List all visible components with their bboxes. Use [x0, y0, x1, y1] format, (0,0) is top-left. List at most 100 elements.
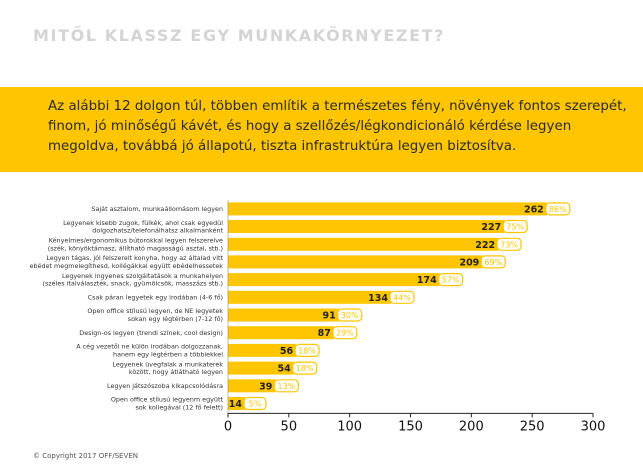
- bar: [228, 397, 245, 410]
- x-tick-label: 50: [281, 419, 298, 434]
- category-label-line: Legyenek kisebb zugok, fülkék, ahol csak…: [63, 219, 223, 227]
- category-label: Legyenek kisebb zugok, fülkék, ahol csak…: [63, 219, 223, 235]
- value-label: 134: [368, 293, 388, 304]
- category-label: A cég vezetői ne külön irodában dolgozza…: [76, 342, 223, 359]
- value-label: 39: [259, 381, 272, 392]
- intro-banner: [0, 87, 643, 172]
- category-label: Design-os legyen (trendi színek, cool de…: [79, 329, 223, 337]
- bar: [228, 326, 334, 340]
- percent-label: 86%: [549, 205, 567, 214]
- bar-row: Legyenek üvegfalak a munkaterek között, h…: [112, 360, 318, 376]
- value-label: 174: [417, 275, 437, 286]
- category-label-line: sokan egy légtérben (7-12 fő): [128, 314, 223, 323]
- bar-chart: Saját asztalom, munkaállomásom legyen 262…: [30, 200, 606, 434]
- bar: [228, 273, 440, 287]
- category-label: Legyenek üvegfalak a munkaterek között, h…: [112, 360, 223, 376]
- category-label-line: (széles italválaszték, snack, gyümölcsök…: [42, 280, 223, 288]
- percent-pill: [502, 219, 528, 234]
- bar: [228, 361, 294, 375]
- percent-pill: [332, 326, 358, 340]
- category-label-line: A cég vezetői ne külön irodában dolgozza…: [76, 342, 223, 351]
- percent-label: 44%: [393, 293, 411, 302]
- category-label-line: Legyen játszószoba kikapcsolódásra: [107, 382, 223, 390]
- x-axis: 0 50 100 150 200 250 300: [224, 200, 606, 434]
- percent-pill: [389, 290, 415, 304]
- percent-label: 30%: [341, 311, 359, 320]
- category-label-line: Open office stílusú legyenm együtt: [111, 396, 224, 404]
- bar-row: Design-os legyen (trendi színek, cool de…: [79, 326, 358, 340]
- percent-pill: [294, 343, 320, 357]
- category-label-line: Csak páran legyetek egy irodában (4-6 fő…: [88, 293, 223, 302]
- category-label-line: dolgozhatsz/telefonálhatsz alkalmanként: [92, 227, 223, 235]
- percent-pill: [292, 361, 318, 375]
- category-label-line: Legyen tágas, jól felszerelt konyha, hog…: [46, 254, 223, 262]
- category-label-line: Design-os legyen (trendi színek, cool de…: [79, 329, 223, 337]
- bar-row: Csak páran legyetek egy irodában (4-6 fő…: [88, 290, 415, 304]
- bar: [228, 220, 505, 233]
- percent-label: 69%: [484, 258, 502, 267]
- percent-label: 18%: [298, 346, 316, 355]
- category-label-line: között, hogy átlátható legyen: [129, 368, 223, 376]
- category-label-line: sok kollegával (12 fő felett): [135, 403, 223, 412]
- bar: [228, 290, 391, 304]
- percent-pill: [438, 272, 464, 287]
- bar-row: Legyenek kisebb zugok, fülkék, ahol csak…: [63, 219, 528, 235]
- bar-row: Kényelmes/ergonomikus bútorokkal legyen …: [48, 237, 522, 253]
- value-label: 54: [277, 364, 291, 375]
- bar-row: Legyenek ingyenes szolgáltatások a munka…: [42, 272, 464, 288]
- value-label: 227: [481, 222, 501, 233]
- category-label: Open office stílusú legyen, de NE legyet…: [87, 307, 223, 323]
- category-label: Saját asztalom, munkaállomásom legyen: [91, 205, 223, 213]
- category-label: Kényelmes/ergonomikus bútorokkal legyen …: [48, 237, 223, 253]
- percent-label: 29%: [336, 329, 354, 338]
- bars-layer: Saját asztalom, munkaállomásom legyen 262…: [30, 202, 571, 412]
- bar: [228, 308, 339, 322]
- percent-label: 5%: [249, 400, 262, 409]
- bar: [228, 202, 547, 216]
- x-tick-label: 150: [398, 419, 423, 434]
- category-label-line: Legyenek ingyenes szolgáltatások a munka…: [62, 272, 223, 280]
- page-title: MITŐL KLASSZ EGY MUNKAKÖRNYEZET?: [33, 26, 446, 45]
- percent-pill: [243, 396, 267, 411]
- category-label: Legyen tágas, jól felszerelt konyha, hog…: [30, 254, 224, 270]
- value-label: 222: [475, 240, 495, 251]
- intro-text: Az alábbi 12 dolgon túl, többen említik …: [48, 99, 627, 154]
- bar-row: Legyen tágas, jól felszerelt konyha, hog…: [30, 254, 506, 270]
- x-tick-label: 250: [520, 419, 545, 434]
- category-label-line: hanem egy légtérben a többiekkel: [113, 350, 223, 358]
- x-tick-label: 100: [337, 419, 362, 434]
- percent-pill: [496, 237, 522, 251]
- value-label: 14: [229, 399, 243, 410]
- percent-label: 57%: [442, 276, 460, 285]
- value-label: 262: [524, 204, 544, 215]
- bar-row: Saját asztalom, munkaállomásom legyen 262…: [91, 202, 571, 216]
- bar: [228, 379, 276, 393]
- bar: [228, 237, 499, 251]
- percent-label: 75%: [506, 223, 524, 232]
- x-tick-label: 300: [581, 419, 606, 434]
- category-label-line: Legyenek üvegfalak a munkaterek: [112, 360, 223, 368]
- category-label: Csak páran legyetek egy irodában (4-6 fő…: [88, 293, 223, 302]
- percent-pill: [273, 379, 299, 393]
- category-label-line: Kényelmes/ergonomikus bútorokkal legyen …: [49, 237, 223, 245]
- category-label-line: Saját asztalom, munkaállomásom legyen: [91, 205, 223, 213]
- bar-row: A cég vezetői ne külön irodában dolgozza…: [76, 342, 320, 359]
- percent-pill: [545, 202, 571, 216]
- value-label: 209: [459, 257, 479, 268]
- bar-row: Open office stílusú legyen, de NE legyet…: [87, 307, 363, 323]
- percent-label: 18%: [296, 364, 314, 373]
- category-label: Legyenek ingyenes szolgáltatások a munka…: [42, 272, 223, 288]
- value-label: 87: [318, 328, 331, 339]
- value-label: 56: [280, 346, 294, 357]
- category-label: Legyen játszószoba kikapcsolódásra: [107, 382, 223, 390]
- category-label-line: ebédet megmelegíthesd, kollégákkal együt…: [30, 262, 224, 270]
- copyright-footer: © Copyright 2017 OFF/SEVEN: [33, 452, 138, 460]
- bar: [228, 343, 297, 357]
- x-tick-label: 0: [224, 419, 232, 434]
- category-label-line: (szék, könyöktámasz, állítható magasságú…: [48, 244, 223, 252]
- percent-label: 73%: [500, 240, 518, 249]
- percent-pill: [337, 308, 363, 322]
- category-label: Open office stílusú legyenm együtt sok ko…: [111, 396, 224, 412]
- bar-row: Open office stílusú legyenm együtt sok ko…: [111, 396, 267, 412]
- x-tick-label: 200: [459, 419, 484, 434]
